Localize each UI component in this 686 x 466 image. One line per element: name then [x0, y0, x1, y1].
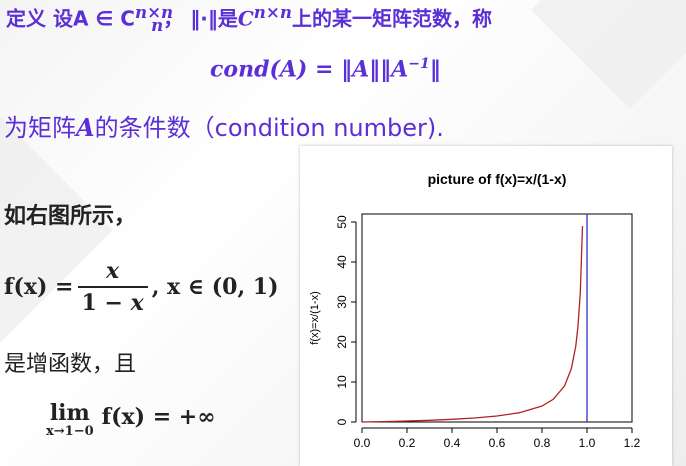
increasing-text: 是增函数，且 [4, 352, 137, 377]
definition-tail: 上的某一矩阵范数，称 [291, 6, 492, 31]
fx-fraction: x 1 − x [77, 258, 148, 316]
cond-formula-right: ‖ [429, 56, 441, 83]
y-axis-label: f(x)=x/(1-x) [309, 291, 321, 344]
condition-number-var: A [76, 113, 95, 142]
definition-lead-sup: n×n [134, 2, 174, 22]
x-tick-label: 0.4 [444, 436, 461, 450]
fx-lhs: f(x) = [4, 274, 74, 300]
condition-number-line: 为矩阵A的条件数（condition number). [4, 108, 444, 143]
x-tick-label: 1.2 [624, 436, 641, 450]
limit-formula: lim x→1−0 f(x) = +∞ [46, 400, 216, 439]
y-tick-label: 50 [335, 215, 349, 229]
x-tick-label: 1.0 [579, 436, 596, 450]
definition-c-base: C [237, 6, 254, 31]
definition-line: 定义 设A ∈ Cn×nn， ‖·‖是Cn×n上的某一矩阵范数，称 [6, 2, 492, 35]
chart-title: picture of f(x)=x/(1-x) [428, 171, 567, 187]
plot-frame [361, 213, 633, 423]
definition-c-sup: n×n [253, 2, 292, 22]
x-tick-label: 0.0 [354, 436, 371, 450]
chart: picture of f(x)=x/(1-x) f(x)=x/(1-x) 0.0 0.… [309, 171, 641, 450]
shown-text: 如右图所示， [4, 204, 137, 229]
fx-denominator-prefix: 1 − [81, 290, 131, 316]
curve-series [361, 225, 584, 423]
definition-middle: ， ‖·‖是 [163, 6, 238, 31]
limit-operator: lim x→1−0 [46, 400, 94, 439]
limit-sub: x→1−0 [46, 424, 94, 439]
chart-panel: picture of f(x)=x/(1-x) f(x)=x/(1-x) 0.0 0.… [300, 146, 672, 466]
background-decoration [531, 0, 686, 109]
fx-domain: , x ∈ (0, 1) [151, 274, 279, 300]
y-tick-label: 30 [335, 295, 349, 309]
x-tick-label: 0.6 [489, 436, 506, 450]
x-tick-label: 0.2 [399, 436, 416, 450]
y-tick-label: 40 [335, 255, 349, 269]
cond-formula-left: cond(A) = ‖A‖‖A [210, 56, 409, 83]
condition-number-suffix: 的条件数（condition number). [94, 114, 444, 142]
condition-number-prefix: 为矩阵 [4, 114, 76, 142]
x-tick-label: 0.8 [534, 436, 551, 450]
y-tick-label: 0 [335, 418, 349, 425]
definition-lead: 定义 设A ∈ C [6, 6, 135, 31]
fx-formula: f(x) = x 1 − x , x ∈ (0, 1) [4, 258, 278, 316]
definition-lead-sub: n [151, 14, 164, 35]
fx-denominator-var: x [130, 290, 144, 316]
cond-formula-sup: −1 [408, 56, 430, 72]
fx-numerator: x [106, 258, 120, 284]
y-tick-label: 10 [335, 375, 349, 389]
fx-denominator: 1 − x [77, 286, 148, 316]
limit-lim: lim [49, 400, 90, 426]
cond-formula: cond(A) = ‖A‖‖A−1‖ [210, 56, 441, 82]
limit-rest: f(x) = +∞ [101, 404, 216, 430]
y-tick-label: 20 [335, 335, 349, 349]
